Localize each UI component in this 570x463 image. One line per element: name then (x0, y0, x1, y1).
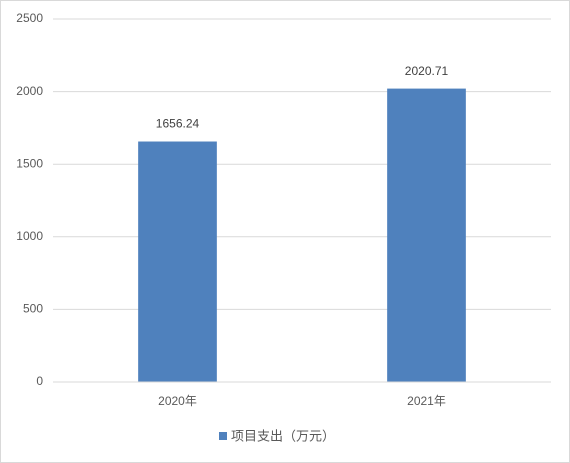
data-label: 2020.71 (405, 64, 449, 78)
data-label: 1656.24 (156, 117, 200, 131)
y-tick-label: 1500 (16, 156, 43, 170)
x-tick-label: 2020年 (158, 394, 197, 408)
y-tick-label: 2500 (16, 11, 43, 25)
y-tick-label: 1000 (16, 229, 43, 243)
y-tick-label: 0 (36, 374, 43, 388)
bar (387, 88, 466, 383)
bar (138, 141, 217, 382)
legend-swatch (219, 432, 227, 440)
y-tick-label: 500 (23, 302, 43, 316)
y-tick-label: 2000 (16, 84, 43, 98)
legend-label: 项目支出（万元） (231, 428, 335, 443)
x-tick-label: 2021年 (407, 394, 446, 408)
